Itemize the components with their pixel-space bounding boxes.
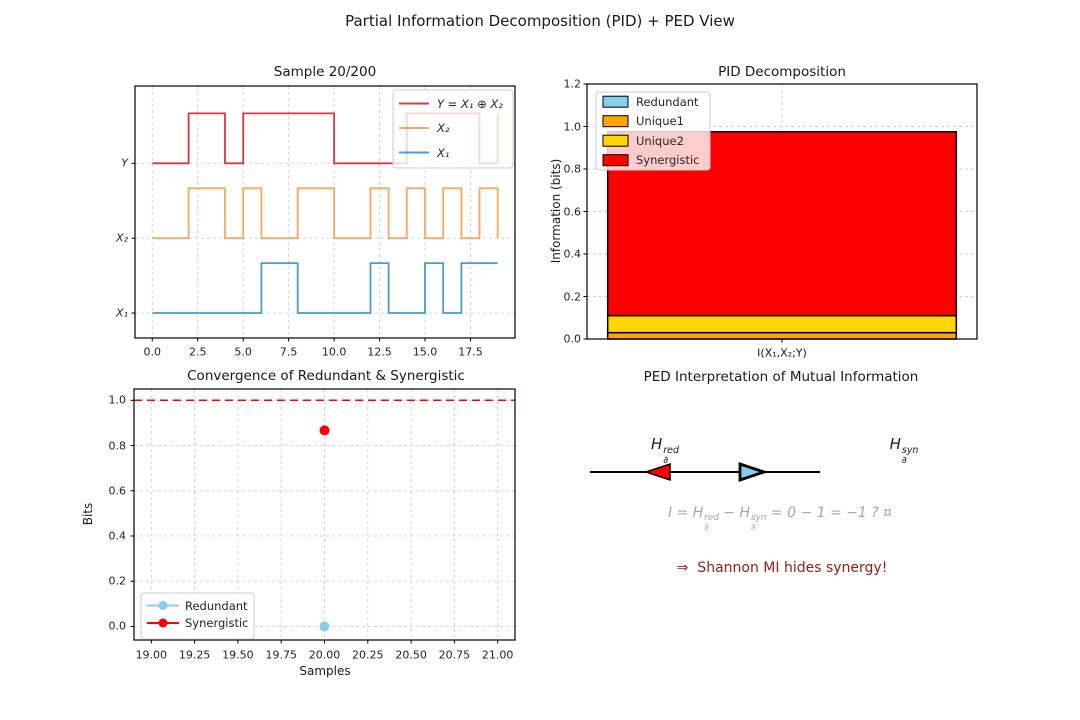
ped-conclusion-text: ⇒ Shannon MI hides synergy! — [676, 560, 888, 576]
data-point — [319, 425, 330, 436]
panel-convergence — [130, 388, 516, 644]
convergence-plot-title: Convergence of Redundant & Synergistic — [187, 368, 465, 384]
formula-sup-1: red — [704, 513, 719, 524]
signals-legend — [392, 89, 514, 169]
pid-plot-title: PID Decomposition — [718, 64, 846, 80]
h-syn-superscript: syn — [901, 444, 919, 456]
pid-legend — [595, 91, 711, 171]
series-line — [152, 187, 499, 240]
h-red-base: H — [651, 434, 663, 453]
axes-frame — [134, 85, 516, 339]
legend-box — [595, 91, 711, 171]
axes-frame — [133, 388, 516, 641]
axes-frame — [586, 83, 978, 340]
convergence-x-axis-label: Samples — [299, 664, 351, 678]
legend-swatch — [602, 154, 629, 167]
formula-part-3: = 0 − 1 = −1 ? ¤ — [766, 505, 893, 522]
right-arrowhead-icon — [738, 462, 769, 482]
formula-sup-2: syn — [751, 513, 767, 524]
convergence-legend — [140, 592, 255, 640]
signals-plot-title: Sample 20/200 — [273, 64, 377, 80]
formula-sub-1: ∂ — [704, 522, 709, 533]
formula-part-1: I = H — [667, 505, 704, 522]
left-arrowhead-icon — [643, 462, 671, 482]
ped-panel-title: PED Interpretation of Mutual Information — [643, 369, 919, 385]
formula-sub-2: ∂ — [751, 522, 756, 533]
h-red-superscript: red — [663, 444, 679, 456]
bar-segment — [606, 314, 958, 334]
legend-swatch — [602, 115, 629, 128]
legend-marker — [158, 601, 168, 610]
h-red-subscript: ∂ — [663, 454, 669, 466]
series-line — [152, 262, 498, 314]
legend-box — [140, 592, 255, 640]
legend-box — [392, 89, 514, 169]
pid-y-axis-label: Information (bits) — [549, 158, 563, 264]
legend-swatch — [602, 95, 629, 108]
legend-swatch — [602, 134, 629, 147]
legend-marker — [158, 618, 168, 628]
panel-ped — [590, 462, 820, 482]
data-point — [319, 621, 330, 632]
h-syn-base: H — [889, 434, 901, 453]
convergence-y-axis-label: Bits — [81, 502, 95, 526]
bar-segment — [606, 331, 958, 340]
formula-part-2: − H — [718, 505, 751, 522]
figure-title: Partial Information Decomposition (PID) … — [345, 12, 735, 30]
pid-x-tick-label: I(X₁,X₂;Y) — [757, 346, 807, 360]
h-syn-subscript: ∂ — [901, 454, 907, 466]
